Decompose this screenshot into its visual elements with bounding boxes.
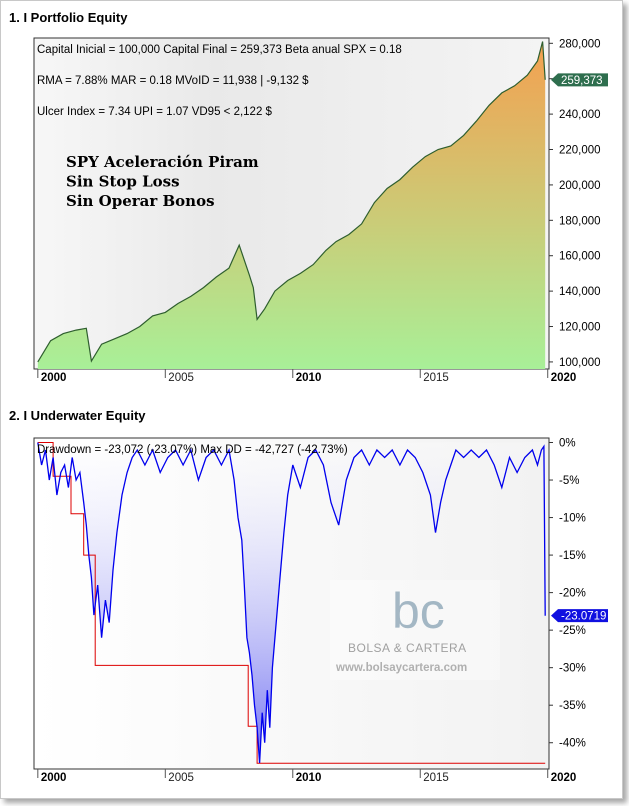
watermark-brand: BOLSA & CARTERA (348, 641, 467, 655)
equity-panel-title: 1. I Portfolio Equity (9, 10, 128, 25)
equity-stats-line: Capital Inicial = 100,000 Capital Final … (37, 44, 402, 56)
x-tick-label: 2005 (168, 772, 194, 784)
x-tick-label: 2000 (41, 372, 67, 384)
equity-line (37, 41, 546, 363)
y-tick-label: 220,000 (559, 145, 601, 157)
watermark-logo: bc (392, 583, 445, 639)
last-value-badge (551, 609, 608, 623)
drawdown-line (37, 442, 546, 764)
underwater-panel-title: 2. I Underwater Equity (9, 408, 146, 423)
y-tick-label: 140,000 (559, 286, 601, 298)
x-tick-label: 2020 (551, 772, 577, 784)
y-tick-label: -15% (559, 550, 586, 562)
drawdown-area (37, 442, 546, 763)
last-value-label: -23.0719 (561, 611, 606, 623)
y-tick-label: 100,000 (559, 357, 601, 369)
y-tick-label: -5% (559, 475, 579, 487)
y-tick-label: -10% (559, 513, 586, 525)
strategy-annotation: Sin Operar Bonos (66, 192, 215, 210)
plot-frame (33, 437, 550, 770)
x-tick-label: 2005 (168, 372, 194, 384)
x-tick-label: 2010 (296, 772, 322, 784)
y-tick-label: 0% (559, 438, 576, 450)
y-tick-label: 280,000 (559, 38, 601, 50)
equity-stats-line: Ulcer Index = 7.34 UPI = 1.07 VD95 < 2,1… (37, 106, 273, 118)
y-tick-label: 200,000 (559, 180, 601, 192)
underwater-stats-line: Drawdown = -23,072 (-23.07%) Max DD = -4… (37, 444, 348, 456)
y-tick-label: 180,000 (559, 215, 601, 227)
y-tick-label: -20% (559, 588, 586, 600)
equity-stats-line: RMA = 7.88% MAR = 0.18 MVoID = 11,938 | … (37, 75, 309, 87)
last-value-badge (551, 73, 608, 87)
watermark-panel (330, 580, 500, 680)
x-tick-label: 2015 (423, 372, 449, 384)
y-tick-label: -25% (559, 625, 586, 637)
x-tick-label: 2000 (41, 772, 67, 784)
y-tick-label: 160,000 (559, 251, 601, 263)
y-tick-label: -35% (559, 700, 586, 712)
x-tick-label: 2020 (551, 372, 577, 384)
equity-area (37, 41, 546, 369)
equity-chart: 100,000 120,000 140,000 160,000 180,000 200,0… (33, 37, 608, 384)
x-tick-label: 2010 (296, 372, 322, 384)
y-tick-label: 120,000 (559, 322, 601, 334)
underwater-chart: 0% -5% -10% -15% -20% -25% -30% -35% -40% 2000 200… (33, 437, 608, 784)
y-tick-label: -40% (559, 738, 586, 750)
strategy-annotation: SPY Aceleración Piram (66, 153, 259, 171)
strategy-annotation: Sin Stop Loss (66, 173, 180, 191)
x-tick-label: 2015 (423, 772, 449, 784)
y-tick-label: 240,000 (559, 109, 601, 121)
y-tick-label: -30% (559, 663, 586, 675)
last-value-label: 259,373 (561, 75, 603, 87)
watermark-url: www.bolsaycartera.com (335, 662, 467, 674)
